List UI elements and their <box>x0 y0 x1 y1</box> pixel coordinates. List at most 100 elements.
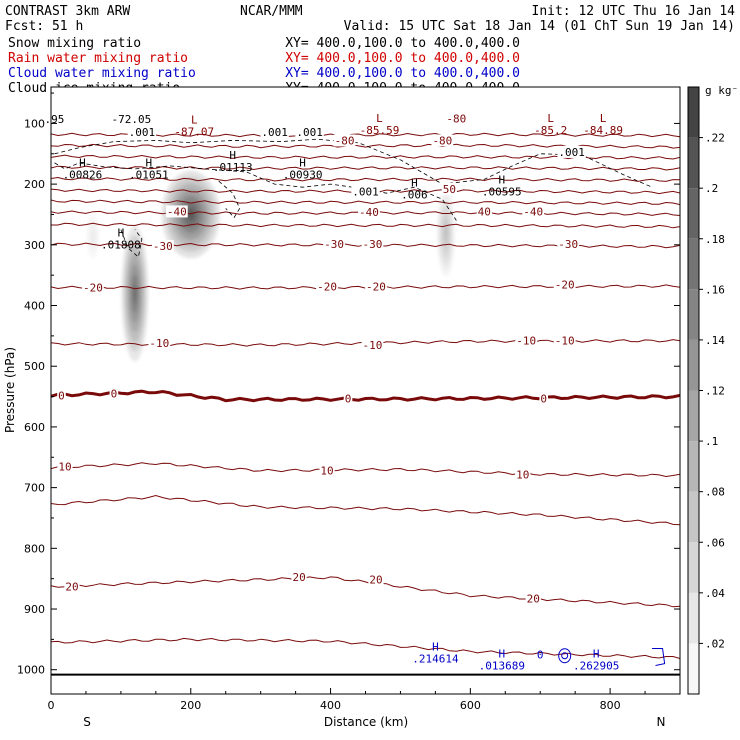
temperature-contour <box>51 222 680 229</box>
contour-label-bg <box>539 392 549 405</box>
low-value: -85.2 <box>534 124 567 137</box>
colorbar-tick-label: .22 <box>705 132 725 145</box>
field-cloudwater-xy: XY= 400.0,100.0 to 400.0,400.0 <box>285 66 520 81</box>
cloud-water-contour <box>561 652 569 660</box>
cloud-ice-contour-label: .95 <box>45 113 65 126</box>
cloud-ice-contours <box>54 138 666 666</box>
high-value: .262905 <box>573 660 619 673</box>
temperature-contour-label: -10 <box>555 335 575 348</box>
contour-label-bg <box>525 592 541 605</box>
temperature-contour <box>51 389 680 403</box>
colorbar-segment <box>688 643 699 694</box>
y-axis-label: Pressure (hPa) <box>3 347 17 433</box>
x-tick-label: 400 <box>320 699 341 712</box>
x-tick-label: 800 <box>600 699 621 712</box>
high-value: .00595 <box>482 186 522 199</box>
contour-label-bg <box>148 337 171 350</box>
highs-lows: L-87.07L-85.59L-85.2L-84.89H.00826H.0105… <box>63 112 623 672</box>
temperature-contour-label: 40 <box>478 205 491 218</box>
high-marker: H <box>146 157 153 170</box>
colorbar-segment <box>688 289 699 340</box>
contour-label-bg <box>368 573 384 586</box>
contour-label-bg <box>64 580 80 593</box>
contour-label-bg <box>441 182 457 195</box>
snow-blob <box>121 225 149 362</box>
colorbar-tick-label: .12 <box>705 385 725 398</box>
high-marker: H <box>118 226 125 239</box>
temperature-contour <box>51 637 680 659</box>
contour-label-bg <box>57 389 66 402</box>
cloud-ice-contour <box>54 162 457 221</box>
colorbar: .02 .04 .06 .08 .1 .12 .14 .16 .18 .2 .22 <box>687 86 725 695</box>
temperature-contour-label: 10 <box>58 460 71 473</box>
x-tick-label: 0 <box>48 699 55 712</box>
contour-label-bg <box>260 125 289 138</box>
temperature-contour <box>51 199 680 206</box>
y-tick-label: 400 <box>24 300 45 313</box>
high-value: .006 <box>401 189 428 202</box>
y-tick-label: 500 <box>24 360 45 373</box>
contour-label-bg <box>557 145 586 158</box>
temperature-contour <box>51 576 680 608</box>
snow-blob <box>436 188 455 277</box>
temperature-contour-label: -20 <box>317 281 337 294</box>
temperature-contour-label: -40 <box>167 205 187 218</box>
temperature-contour-label: -40 <box>523 205 543 218</box>
high-marker: H <box>432 640 439 653</box>
header: CONTRAST 3km ARW NCAR/MMM Init: 12 UTC T… <box>5 4 735 96</box>
x-axis-label: Distance (km) <box>324 715 408 729</box>
y-tick-label: 100 <box>24 117 45 130</box>
contour-label-bg <box>151 240 174 253</box>
colorbar-segment <box>688 491 699 543</box>
high-marker: H <box>299 157 306 170</box>
contour-label-bg <box>343 392 353 405</box>
temperature-contour-label: 0 <box>540 392 547 405</box>
field-snow-name: Snow mixing ratio <box>8 36 141 51</box>
colorbar-tick-label: .08 <box>705 486 725 499</box>
high-marker: H <box>79 157 86 170</box>
high-marker: H <box>229 149 236 162</box>
y-tick-label: 1000 <box>17 664 45 677</box>
contour-label-bg <box>43 113 66 126</box>
temperature-contour-label: -80 <box>446 113 466 126</box>
x-end-label-south: S <box>83 715 91 729</box>
colorbar-segment <box>688 137 699 189</box>
cloud-ice-contour <box>218 180 241 219</box>
cloud-water-contour-label: 0 <box>537 649 544 662</box>
high-value: .00930 <box>283 169 323 182</box>
contour-label-bg <box>127 125 157 138</box>
colorbar-tick-label: .18 <box>705 233 725 246</box>
temperature-contour-label: 20 <box>369 573 382 586</box>
cloud-water-contour <box>652 647 666 666</box>
temperature-contour-label: 20 <box>292 571 305 584</box>
temperature-contour-label: 20 <box>65 581 78 594</box>
snow-blob <box>161 170 220 259</box>
contour-label-bg <box>553 278 576 291</box>
x-end-label-north: N <box>657 715 666 729</box>
contour-label-bg <box>476 205 492 218</box>
contour-label-bg <box>351 185 380 198</box>
temperature-contour-label: -20 <box>83 281 103 294</box>
temperature-contour-label: 20 <box>527 593 540 606</box>
contour-label-bg <box>109 387 119 400</box>
high-value: .214614 <box>412 652 459 665</box>
temperature-contour-label: 10 <box>516 468 529 481</box>
colorbar-segment <box>688 238 699 290</box>
temperature-contour-label: -30 <box>558 238 578 251</box>
contour-label-bg <box>358 206 380 219</box>
x-axis: 0 200 400 600 800 <box>48 688 646 712</box>
temperature-contour-label: -10 <box>516 335 536 348</box>
low-value: -85.59 <box>360 124 400 137</box>
colorbar-unit: g kg⁻¹ <box>705 84 740 97</box>
contour-label-bg <box>515 334 538 347</box>
temperature-contour-label: -80 <box>432 134 452 147</box>
y-tick-label: 800 <box>24 542 45 555</box>
colorbar-tick-label: .16 <box>705 283 725 296</box>
y-tick-label: 300 <box>24 239 45 252</box>
contour-label-bg <box>316 280 338 293</box>
temperature-contour <box>51 176 680 182</box>
colorbar-tick-label: .2 <box>705 182 718 195</box>
high-marker: H <box>498 648 505 661</box>
temperature-contour-label: 0 <box>58 389 65 402</box>
